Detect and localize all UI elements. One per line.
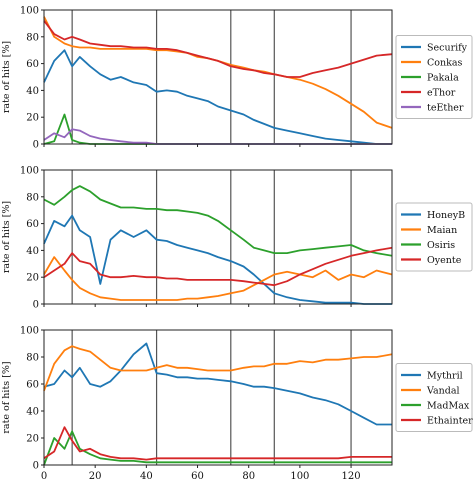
legend [395, 202, 473, 272]
y-tick-label: 80 [26, 32, 39, 43]
legend [395, 35, 473, 119]
y-tick-label: 100 [20, 166, 39, 177]
y-tick-label: 20 [26, 113, 39, 124]
legend-label: Ethainter [427, 416, 473, 427]
legend-label: Osiris [427, 240, 455, 251]
legend-label: Mythril [427, 371, 463, 382]
y-tick-label: 60 [26, 219, 39, 230]
legend-label: Pakala [427, 73, 459, 84]
plot-frame [43, 329, 393, 466]
legend-label: HoneyB [427, 210, 465, 221]
legend-label: eThor [427, 88, 456, 99]
y-tick-label: 0 [33, 300, 39, 311]
series-line-oyente [43, 246, 393, 287]
series-line-ethainter [43, 426, 392, 461]
y-axis-label: rate of hits [%] [1, 41, 12, 113]
series-line-maian [43, 256, 393, 301]
y-tick-label: 20 [26, 273, 39, 284]
x-tick-label: 60 [191, 471, 204, 482]
series-line-securify [43, 49, 392, 145]
series-line-vandal [43, 345, 393, 392]
plot-frame [43, 9, 393, 145]
series-line-mythril [43, 342, 392, 426]
x-tick-label: 80 [242, 471, 255, 482]
y-tick-label: 60 [26, 59, 39, 70]
x-tick-label: 40 [140, 471, 153, 482]
panel-1: 0 20 40 60 80 100 rate of hits [%] Securify Conk… [1, 6, 473, 151]
y-tick-label: 100 [20, 6, 39, 17]
x-tick-label: 100 [290, 471, 309, 482]
x-tick-label: 20 [89, 471, 102, 482]
series-line-ethor [43, 20, 393, 78]
legend-label: MadMax [427, 401, 470, 412]
panel-2: 0 20 40 60 80 100 rate of hits [%] HoneyB Maian O… [1, 166, 473, 311]
series-line-conkas [43, 16, 393, 129]
y-tick-label: 60 [26, 380, 39, 391]
x-tick-label: 120 [342, 471, 361, 482]
legend-label: Vandal [426, 386, 460, 397]
series-line-teether [43, 128, 392, 145]
y-axis-label: rate of hits [%] [1, 361, 12, 433]
y-tick-label: 40 [26, 246, 39, 257]
legend-label: Oyente [427, 255, 462, 266]
y-axis-label: rate of hits [%] [1, 201, 12, 273]
panel-3: 0 20 40 60 80 100 0 20 40 60 80 100 120 rate of hits … [1, 326, 473, 482]
legend-label: Conkas [427, 58, 463, 69]
y-tick-label: 40 [26, 407, 39, 418]
legend-label: teEther [427, 103, 464, 114]
series-line-madmax [43, 430, 392, 466]
y-tick-label: 100 [20, 326, 39, 337]
y-tick-label: 0 [33, 461, 39, 472]
series-line-osiris [43, 185, 393, 257]
x-tick-label: 0 [41, 471, 47, 482]
y-tick-label: 20 [26, 434, 39, 445]
y-tick-label: 40 [26, 86, 39, 97]
y-tick-label: 80 [26, 192, 39, 203]
plot-frame [43, 169, 393, 305]
y-tick-label: 80 [26, 353, 39, 364]
series-line-honeyb [43, 214, 392, 305]
y-tick-label: 0 [33, 140, 39, 151]
legend-label: Maian [427, 225, 457, 236]
legend [395, 363, 473, 432]
legend-label: Securify [427, 43, 468, 54]
